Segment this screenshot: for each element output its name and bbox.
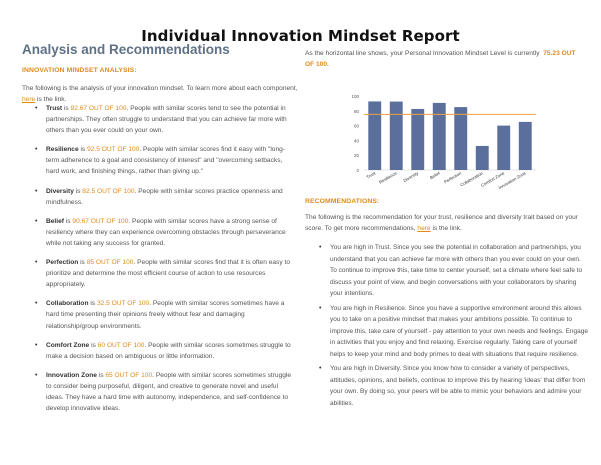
analysis-item-trust: • Trust is 92.67 OUT OF 100. People with … [34, 103, 296, 136]
trait-name: Innovation Zone [46, 372, 97, 379]
trait-score: 92.67 OUT OF 100 [71, 105, 127, 112]
trait-name: Resilience [46, 146, 79, 153]
trait-name: Collaboration [46, 300, 89, 307]
bullet-icon: • [35, 216, 37, 227]
trait-score: 82.5 OUT OF 100 [82, 188, 134, 195]
recommendations-intro: The following is the recommendation for … [305, 212, 590, 234]
recommendations-here-link[interactable]: here [417, 225, 430, 232]
bar-comfort-zone [497, 126, 510, 170]
analysis-item-perfection: • Perfection is 85 OUT OF 100. People wit… [34, 257, 296, 290]
recommendations-intro-tail: is the link. [432, 225, 461, 232]
analysis-item-resilience: • Resilience is 92.5 OUT OF 100. People w… [34, 144, 296, 177]
mindset-level-text: As the horizontal line shows, your Perso… [305, 48, 585, 70]
mindset-level-label: As the horizontal line shows, your Perso… [305, 50, 540, 57]
bullet-icon: • [319, 303, 321, 315]
trait-score: 90.67 OUT OF 100 [72, 218, 128, 225]
bullet-icon: • [35, 144, 37, 155]
bar-diversity [411, 109, 424, 170]
analysis-intro-text: The following is the analysis of your in… [22, 85, 298, 92]
analysis-item-collaboration: • Collaboration is 32.5 OUT OF 100. Peopl… [34, 298, 296, 331]
analysis-here-link[interactable]: here [22, 96, 35, 103]
trait-score: 92.5 OUT OF 100 [87, 146, 139, 153]
bullet-icon: • [319, 363, 321, 375]
trait-name: Trust [46, 105, 62, 112]
analysis-item-comfort-zone: • Comfort Zone is 60 OUT OF 100. People w… [34, 340, 296, 362]
bullet-icon: • [35, 257, 37, 268]
bar-resilience [390, 102, 403, 170]
bar-innovation-zone [519, 122, 532, 170]
bullet-icon: • [35, 103, 37, 114]
recommendation-item: • You are high in Diversity. Since you kn… [318, 363, 588, 409]
trait-name: Comfort Zone [46, 342, 89, 349]
analysis-item-belief: • Belief is 90.67 OUT OF 100. People with… [34, 216, 296, 249]
bullet-icon: • [35, 186, 37, 197]
recommendation-text: You are high in Trust. Since you see the… [330, 244, 582, 297]
x-tick-label: Diversity [402, 170, 420, 183]
trait-name: Perfection [46, 259, 78, 266]
y-tick-label: 100 [351, 94, 359, 99]
x-tick-label: Trust [365, 170, 377, 180]
bullet-icon: • [35, 298, 37, 309]
recommendation-text: You are high in Resilience. Since you ha… [330, 305, 588, 358]
analysis-intro-tail: is the link. [37, 96, 66, 103]
trait-score: 85 OUT OF 100 [87, 259, 134, 266]
trait-score: 60 OUT OF 100 [98, 342, 145, 349]
recommendations-list: • You are high in Trust. Since you see th… [318, 242, 588, 412]
recommendations-heading: RECOMMENDATIONS: [305, 198, 379, 205]
trait-name: Belief [46, 218, 64, 225]
bar-trust [368, 101, 381, 170]
bar-collaboration [476, 146, 489, 170]
x-tick-label: Belief [429, 170, 442, 180]
bar-belief [433, 103, 446, 170]
trait-score: 32.5 OUT OF 100 [97, 300, 149, 307]
bullet-icon: • [35, 340, 37, 351]
analysis-heading: INNOVATION MINDSET ANALYSIS: [22, 67, 137, 74]
recommendation-item: • You are high in Trust. Since you see th… [318, 242, 588, 300]
trait-name: Diversity [46, 188, 74, 195]
x-tick-label: Resilience [378, 170, 398, 185]
section-title: Analysis and Recommendations [22, 42, 230, 57]
y-tick-label: 80 [354, 109, 360, 114]
y-tick-label: 0 [356, 168, 359, 173]
y-tick-label: 60 [354, 124, 360, 129]
bar-perfection [454, 107, 467, 170]
bullet-icon: • [35, 370, 37, 381]
analysis-intro: The following is the analysis of your in… [22, 83, 304, 105]
recommendation-text: You are high in Diversity. Since you kno… [330, 365, 585, 407]
trait-score: 65 OUT OF 100 [105, 372, 152, 379]
trait-text: People with similar scores find that it … [46, 259, 290, 288]
bullet-icon: • [319, 242, 321, 254]
analysis-item-diversity: • Diversity is 82.5 OUT OF 100. People wi… [34, 186, 296, 208]
recommendation-item: • You are high in Resilience. Since you h… [318, 303, 588, 361]
y-tick-label: 20 [354, 153, 360, 158]
trait-text: People with similar scores find it easy … [46, 146, 285, 175]
analysis-list: • Trust is 92.67 OUT OF 100. People with … [34, 103, 296, 422]
innovation-bar-chart: 0 20 40 60 80 100 Trust Resilience Diversity Beli… [334, 88, 549, 194]
chart-svg: 0 20 40 60 80 100 Trust Resilience Diversity Beli… [334, 88, 549, 194]
y-tick-label: 40 [354, 138, 360, 143]
analysis-item-innovation-zone: • Innovation Zone is 65 OUT OF 100. Peopl… [34, 370, 296, 414]
